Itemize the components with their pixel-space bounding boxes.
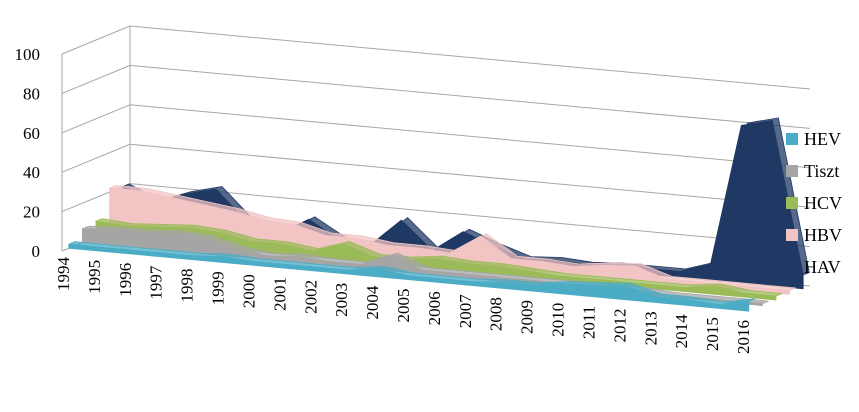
x-tick-label: 2009 (518, 300, 537, 334)
x-tick-label: 2002 (301, 280, 320, 314)
legend-swatch-Tiszt (786, 165, 798, 177)
legend-swatch-HEV (786, 133, 798, 145)
gridline-side (61, 104, 131, 134)
x-tick-label: 1998 (178, 268, 197, 302)
x-tick-label: 2000 (239, 274, 258, 308)
x-tick-label: 2006 (425, 291, 444, 325)
gridline (129, 64, 811, 129)
gridline-side (61, 64, 131, 94)
y-tick-label: 80 (23, 84, 40, 103)
x-tick-label: 2014 (672, 314, 691, 349)
gridline (129, 183, 811, 248)
gridline (129, 25, 811, 90)
series-area (68, 243, 750, 312)
y-tick-label: 60 (23, 124, 40, 143)
x-tick-label: 1996 (116, 263, 135, 297)
x-tick-label: 2015 (703, 317, 722, 351)
x-tick-label: 2011 (579, 306, 598, 339)
legend-swatch-HAV (786, 261, 798, 273)
y-tick-label: 40 (23, 163, 40, 182)
chart-legend: HEV Tiszt HCV HBV HAV (786, 129, 842, 277)
x-tick-label: 2013 (641, 311, 660, 345)
x-tick-label: 1994 (54, 257, 73, 292)
x-tick-label: 2016 (734, 320, 753, 354)
y-tick-label: 20 (23, 203, 40, 222)
x-tick-label: 2007 (456, 294, 475, 329)
series-HEV (68, 241, 756, 312)
gridline-side (61, 25, 131, 55)
y-tick-label: 100 (15, 45, 41, 64)
legend-label-HAV: HAV (804, 257, 841, 277)
x-tick-label: 1995 (85, 260, 104, 294)
legend-swatch-HCV (786, 197, 798, 209)
legend-swatch-HBV (786, 229, 798, 241)
x-tick-label: 1997 (147, 265, 166, 300)
x-tick-label: 2003 (332, 283, 351, 317)
x-tick-label: 1999 (209, 271, 228, 305)
legend-label-HBV: HBV (804, 225, 842, 245)
series-HCV (94, 218, 783, 301)
y-axis: 0 20 40 60 80 100 (15, 45, 41, 261)
y-tick-label: 0 (32, 242, 41, 261)
gridline (129, 104, 811, 169)
x-tick-label: 2004 (363, 285, 382, 320)
gridline (129, 143, 811, 208)
gridline-side (61, 143, 131, 173)
x-tick-label: 2008 (487, 297, 506, 331)
series-area (95, 220, 777, 301)
legend-label-HCV: HCV (804, 193, 842, 213)
legend-label-HEV: HEV (804, 129, 841, 149)
x-axis: 1994 1995 1996 1997 1998 1999 2000 2001 2002 2003… (54, 257, 753, 355)
legend-label-Tiszt: Tiszt (804, 161, 839, 181)
x-tick-label: 2005 (394, 289, 413, 323)
x-tick-label: 2001 (270, 277, 289, 311)
chart-series (68, 117, 810, 312)
x-tick-label: 2010 (549, 303, 568, 337)
x-tick-label: 2012 (610, 309, 629, 343)
